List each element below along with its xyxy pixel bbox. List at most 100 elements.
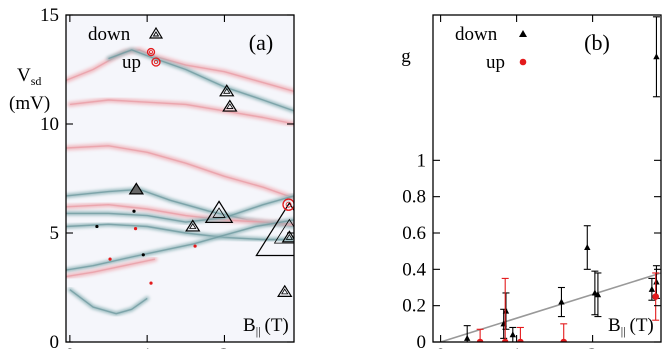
- xlabel-a-symbol: B: [243, 315, 256, 336]
- point-down-0: [464, 334, 471, 341]
- heatmap-trace-core-9: [66, 258, 156, 278]
- down-marker-inner-7: [273, 218, 294, 244]
- up-marker-2: [108, 257, 112, 261]
- xtick-label-a-1: 1: [142, 345, 152, 349]
- point-up-1: [501, 338, 509, 342]
- xlabel-b-subscript: ||: [621, 324, 626, 338]
- xtick-label-b-1: 1: [512, 345, 522, 349]
- heatmap-trace-core-1: [108, 49, 294, 112]
- point-up-0: [476, 338, 484, 342]
- up-marker-3: [133, 227, 138, 231]
- point-up-3: [560, 338, 568, 342]
- down-marker-0: [128, 182, 145, 195]
- down-marker-6: [277, 284, 293, 297]
- xtick-label-a-0: 0: [65, 345, 75, 349]
- legend-b-up-label: up: [486, 52, 505, 73]
- panel-b-frame: [432, 14, 662, 343]
- ytick-label-b-1: 0.2: [402, 296, 426, 317]
- heatmap-trace-core-0: [66, 49, 294, 92]
- legend-b-up-marker: [519, 58, 527, 66]
- ytick-label-b-3: 0.6: [402, 223, 426, 244]
- legend-a-up-marker: [151, 57, 161, 67]
- up-marker-1: [282, 198, 294, 211]
- panel-a-label: (a): [249, 30, 273, 55]
- legend-b-down-marker: [519, 30, 527, 37]
- point-down-7: [594, 291, 602, 298]
- panel-a-legend: down up: [88, 24, 164, 73]
- ytick-label-b-2: 0.4: [402, 259, 426, 280]
- heatmap-trace-core-8: [66, 219, 294, 271]
- down-marker-inner-4: [189, 223, 197, 229]
- xlabel-b-symbol: B: [608, 315, 621, 336]
- ylabel-a-unit: (mV): [9, 93, 50, 114]
- legend-a-down-marker: [148, 26, 164, 39]
- svg-text:Vsd: Vsd: [17, 65, 41, 88]
- heatmap-trace-core-3: [66, 145, 294, 199]
- panel-a-traces: [66, 47, 294, 316]
- heatmap-trace-core-6: [66, 195, 294, 223]
- xtick-label-b-0: 0: [436, 345, 446, 349]
- ytick-label-b-4: 0.8: [402, 187, 426, 208]
- fit-line: [440, 272, 661, 342]
- down-marker-4: [185, 219, 201, 232]
- ytick-label-a-0: 0: [50, 332, 60, 349]
- up-marker-4: [149, 281, 153, 285]
- legend-a-down-marker-inner: [152, 31, 160, 37]
- down-marker-inner-5: [285, 233, 294, 240]
- point-down-4: [558, 298, 565, 305]
- ytick-label-a-3: 15: [40, 5, 59, 26]
- point-down-10: [653, 278, 660, 285]
- panel-a-markers: [95, 47, 294, 297]
- xlabel-a-unit: (T): [265, 315, 289, 336]
- panel-a-ticks: 0 1 2 0 5 10 15: [40, 5, 294, 349]
- down-marker-2: [222, 99, 238, 112]
- down-marker-8: [132, 209, 136, 213]
- ylabel-b: g: [401, 46, 411, 67]
- point-down-3: [509, 331, 516, 338]
- panel-b: 0 1 2 0 0.2 0.4 0.6 0.8 1 (b) down up g B|| (T): [401, 14, 662, 349]
- down-marker-inner-3: [212, 207, 226, 218]
- up-marker-5: [193, 244, 197, 248]
- down-marker-9: [95, 224, 99, 229]
- down-marker-10: [141, 253, 145, 257]
- down-marker-7: [255, 201, 294, 257]
- up-marker-inner-1: [285, 201, 292, 208]
- down-marker-inner-6: [281, 288, 289, 295]
- ytick-label-b-0: 0: [417, 332, 427, 349]
- panel-b-content: [440, 16, 661, 342]
- point-up-4: [652, 293, 659, 300]
- panel-a: 0 1 2 0 5 10 15 (a) down up Vsd (mV) B|| (T): [9, 5, 295, 349]
- legend-a-down-label: down: [88, 24, 131, 45]
- point-down-6: [591, 289, 599, 296]
- xtick-label-b-2: 2: [588, 345, 598, 349]
- heatmap-trace-core-5: [66, 204, 294, 225]
- ylabel-a-symbol: V: [17, 65, 31, 86]
- xlabel-a-subscript: ||: [256, 324, 261, 338]
- xlabel-a: B|| (T): [243, 315, 289, 338]
- xlabel-b-unit: (T): [630, 315, 654, 336]
- point-up-2: [517, 338, 524, 342]
- point-down-5: [584, 244, 591, 251]
- panel-b-legend: down up: [455, 24, 527, 73]
- heatmap-trace-core-2: [69, 99, 294, 125]
- heatmap-trace-core-10: [69, 289, 148, 315]
- down-marker-inner-1: [223, 87, 231, 94]
- up-marker-inner-0: [149, 50, 153, 55]
- legend-a-up-label: up: [122, 52, 141, 73]
- down-marker-inner-2: [226, 103, 234, 109]
- ytick-label-a-1: 5: [50, 223, 60, 244]
- panel-a-frame: [65, 14, 295, 343]
- heatmap-trace-core-7: [66, 223, 294, 241]
- ytick-label-a-2: 10: [40, 114, 59, 135]
- down-marker-3: [204, 200, 234, 223]
- panel-b-label: (b): [584, 30, 610, 55]
- ylabel-a-subscript: sd: [31, 74, 42, 88]
- legend-a-up-marker-inner: [153, 60, 158, 65]
- point-down-9: [653, 53, 660, 60]
- ytick-label-b-5: 1: [417, 150, 427, 171]
- xlabel-b: B|| (T): [608, 315, 654, 338]
- panel-b-ticks: 0 1 2 0 0.2 0.4 0.6 0.8 1: [402, 15, 661, 349]
- point-down-8: [648, 285, 656, 292]
- legend-b-down-label: down: [455, 24, 498, 45]
